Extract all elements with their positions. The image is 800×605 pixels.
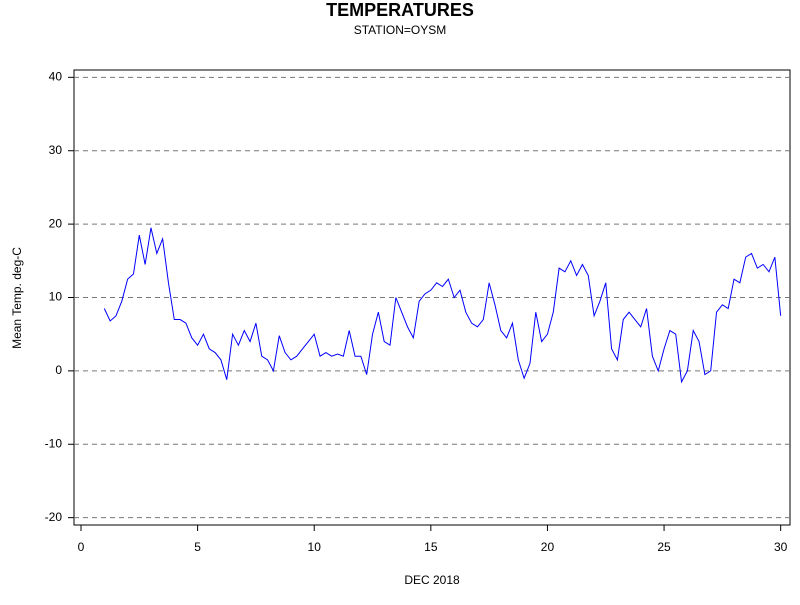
y-tick-label: -20: [45, 510, 63, 524]
y-tick-label: 40: [49, 70, 63, 84]
y-tick-label: 30: [49, 143, 63, 157]
data-line: [103, 227, 782, 384]
y-axis-label: Mean Temp. deg-C: [10, 247, 24, 349]
x-tick-label: 30: [774, 540, 788, 554]
x-tick-label: 5: [194, 540, 201, 554]
x-axis-label: DEC 2018: [404, 573, 460, 587]
y-tick-label: -10: [45, 436, 63, 450]
x-tick-label: 15: [424, 540, 438, 554]
x-tick-label: 0: [78, 540, 85, 554]
chart-subtitle: STATION=OYSM: [354, 23, 447, 37]
chart-title: TEMPERATURES: [326, 0, 474, 20]
y-tick-label: 10: [49, 290, 63, 304]
y-tick-label: 0: [55, 363, 62, 377]
x-tick-label: 25: [657, 540, 671, 554]
y-tick-label: 20: [49, 216, 63, 230]
x-tick-label: 20: [541, 540, 555, 554]
x-tick-label: 10: [308, 540, 322, 554]
plot-frame: [73, 69, 791, 526]
